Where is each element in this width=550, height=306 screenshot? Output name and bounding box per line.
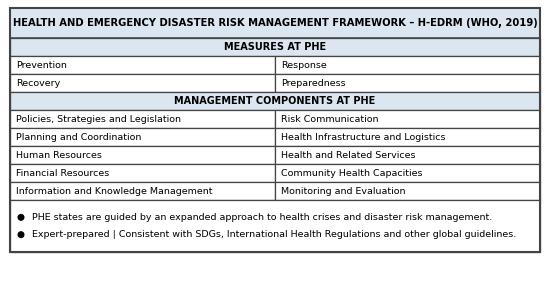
Bar [10, 182, 275, 200]
Bar [10, 8, 540, 252]
Text: Expert-prepared | Consistent with SDGs, International Health Regulations and oth: Expert-prepared | Consistent with SDGs, … [32, 230, 516, 239]
Text: Financial Resources: Financial Resources [16, 169, 109, 177]
Bar [275, 164, 540, 182]
Circle shape [18, 232, 24, 237]
Text: HEALTH AND EMERGENCY DISASTER RISK MANAGEMENT FRAMEWORK – H-EDRM (WHO, 2019): HEALTH AND EMERGENCY DISASTER RISK MANAG… [13, 18, 537, 28]
Bar [275, 56, 540, 74]
Bar [10, 74, 275, 92]
Bar [275, 74, 540, 92]
Bar [275, 146, 540, 164]
Circle shape [18, 215, 24, 220]
Bar [10, 164, 275, 182]
Text: Human Resources: Human Resources [16, 151, 102, 159]
Bar [10, 146, 275, 164]
Text: Response: Response [281, 61, 327, 69]
Text: Health and Related Services: Health and Related Services [281, 151, 415, 159]
Text: MANAGEMENT COMPONENTS AT PHE: MANAGEMENT COMPONENTS AT PHE [174, 96, 376, 106]
Bar [10, 8, 540, 38]
Bar [10, 38, 540, 56]
Text: Risk Communication: Risk Communication [281, 114, 378, 124]
Text: Prevention: Prevention [16, 61, 67, 69]
Bar [10, 200, 540, 252]
Bar [275, 110, 540, 128]
Bar [10, 128, 275, 146]
Text: PHE states are guided by an expanded approach to health crises and disaster risk: PHE states are guided by an expanded app… [32, 213, 492, 222]
Bar [275, 182, 540, 200]
Bar [275, 128, 540, 146]
Text: Community Health Capacities: Community Health Capacities [281, 169, 422, 177]
Text: Preparedness: Preparedness [281, 79, 345, 88]
Text: MEASURES AT PHE: MEASURES AT PHE [224, 42, 326, 52]
Text: Planning and Coordination: Planning and Coordination [16, 132, 141, 141]
Text: Recovery: Recovery [16, 79, 61, 88]
Text: Health Infrastructure and Logistics: Health Infrastructure and Logistics [281, 132, 446, 141]
Text: Information and Knowledge Management: Information and Knowledge Management [16, 186, 212, 196]
Bar [10, 110, 275, 128]
Text: Policies, Strategies and Legislation: Policies, Strategies and Legislation [16, 114, 181, 124]
Bar [10, 92, 540, 110]
Bar [10, 56, 275, 74]
Text: Monitoring and Evaluation: Monitoring and Evaluation [281, 186, 405, 196]
